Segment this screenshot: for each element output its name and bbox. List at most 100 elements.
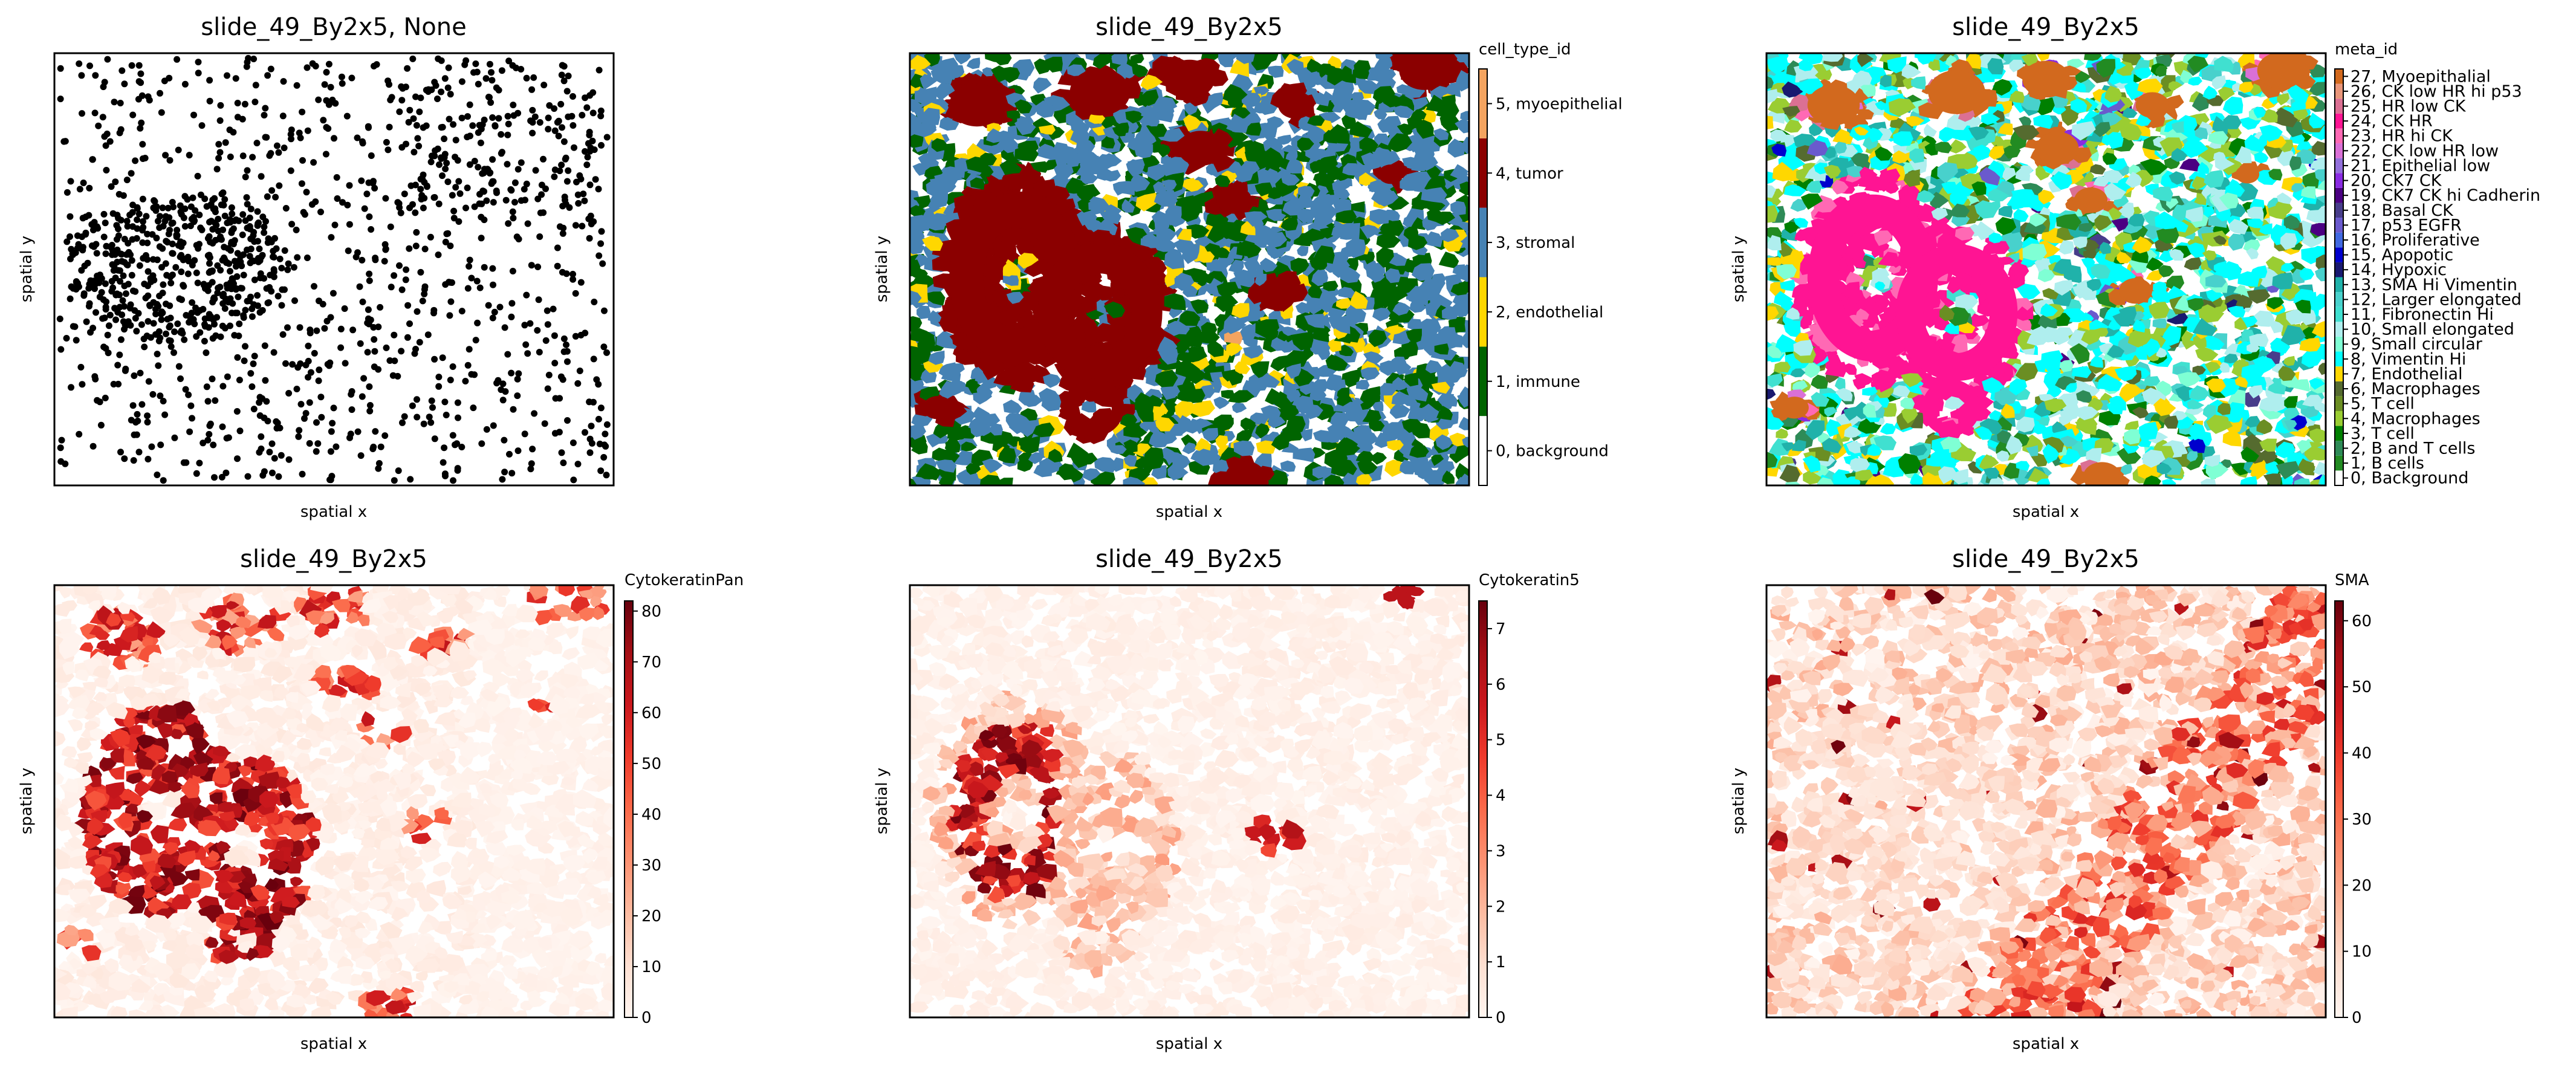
scatter-point [542,337,550,344]
scatter-point [159,290,166,297]
scatter-point [135,96,142,103]
scatter-point [310,159,317,166]
scatter-point [105,322,112,329]
scatter-point [171,434,178,441]
scatter-point [414,135,421,142]
scatter-point [466,101,473,108]
scatter-point [233,216,239,223]
cell-segment [1434,212,1455,225]
scatter-point [472,337,479,344]
scatter-point [171,328,178,336]
scatter-point [93,250,100,257]
cell-segment [1094,457,1118,473]
scatter-point [157,392,164,400]
cell-segment [945,439,960,452]
scatter-point [331,135,337,142]
scatter-point [508,187,515,194]
cell-segment [1058,463,1075,481]
cell-segment [1966,137,1989,154]
cell-segment [1175,360,1201,377]
scatter-point [487,99,495,106]
scatter-point [556,223,563,230]
scatter-point [596,440,603,447]
cell-segment [1140,74,1163,91]
scatter-point [386,123,393,131]
scatter-point [452,441,458,449]
scatter-point [277,452,285,459]
scatter-point [305,342,312,349]
scatter-point [587,212,594,219]
scatter-point [285,390,293,397]
scatter-point [535,296,542,303]
scatter-point [231,258,238,265]
scatter-point [142,252,149,259]
scatter-point [114,246,121,253]
scatter-point [475,164,482,170]
scatter-point [570,476,577,484]
scatter-point [327,448,334,455]
scatter-point [442,472,449,479]
scatter-point [394,372,401,380]
scatter-point [213,166,221,173]
cell-segment [1377,118,1394,133]
scatter-point [174,227,181,234]
scatter-point [122,367,129,374]
scatter-point [572,290,579,297]
scatter-point [560,63,568,70]
tumor-region [1216,186,1252,214]
scatter-point [215,141,222,148]
scatter-point [79,215,86,222]
scatter-point [103,167,110,173]
scatter-point [256,412,264,419]
scatter-point [219,226,227,233]
cell-segment [1265,168,1279,183]
cell-segment [2009,59,2025,73]
cell-segment [1361,152,1386,170]
scatter-point [289,361,296,368]
cell-segment [1450,164,1469,179]
cell-segment [1123,439,1138,453]
cell-segment [930,67,954,85]
cell-segment [1082,468,1101,481]
scatter-point [273,245,280,252]
scatter-point [580,190,587,198]
tumor-region [1069,68,1131,115]
scatter-point [591,146,598,154]
cell-segment [1351,201,1365,213]
scatter-point [209,335,216,342]
cell-segment [954,158,970,173]
cell-segment [1415,119,1434,139]
scatter-point [148,334,154,341]
cell-segment [1910,472,1927,485]
cell-segment [1146,116,1160,127]
scatter-point [149,391,157,398]
scatter-point [212,205,219,212]
scatter-point [243,194,250,201]
scatter-point [263,398,270,405]
cell-segment [932,447,948,461]
cell-segment [1324,475,1345,485]
cell-segment [1163,249,1185,270]
scatter-point [288,135,294,143]
scatter-point [255,219,262,226]
scatter-point [333,443,340,450]
scatter-point [116,267,123,274]
cell-segment [998,447,1016,464]
scatter-point [450,207,458,215]
cell-segment [1392,377,1410,391]
scatter-point [229,310,235,317]
scatter-point [198,226,206,233]
scatter-point [443,160,450,167]
scatter-point [334,195,341,202]
cell-segment [2075,70,2091,83]
scatter-point [510,406,517,413]
scatter-point [435,55,442,62]
scatter-point [189,194,196,201]
cell-segment [1294,395,1314,415]
cell-segment [1045,186,1070,205]
cell-segment [1356,380,1368,390]
scatter-point [348,406,355,413]
scatter-point [133,328,140,335]
scatter-point [217,267,224,274]
scatter-point [251,99,259,106]
